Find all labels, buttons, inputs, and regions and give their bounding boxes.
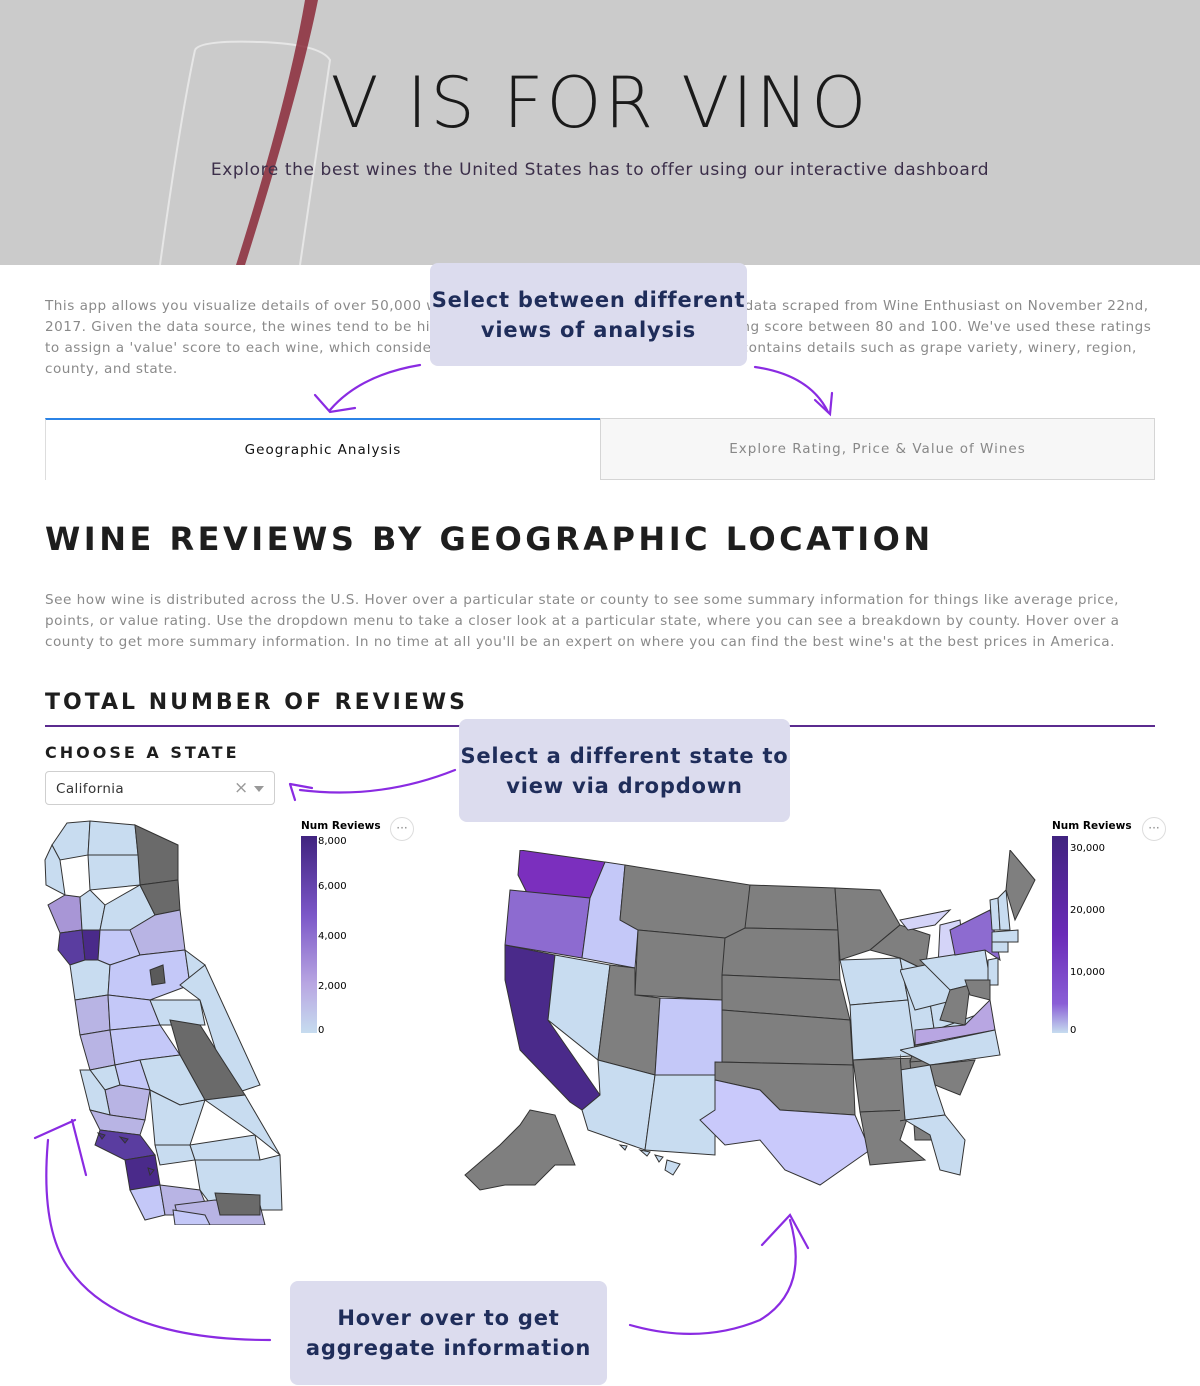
island [96,1132,106,1140]
us-legend-colorbar [1052,836,1068,1033]
us-state-map-east[interactable] [900,850,1130,1190]
section-title: WINE REVIEWS BY GEOGRAPHIC LOCATION [45,520,934,558]
ellipsis-icon[interactable]: ··· [1142,817,1166,841]
state-wi [868,924,931,971]
state-selector-label: CHOOSE A STATE [45,743,240,762]
county-region [81,929,101,961]
county-region [44,843,66,896]
state-nc [900,1029,1001,1066]
county-region [47,894,83,934]
callout-tabs: Select between different views of analys… [430,263,747,366]
callout-hover: Hover over to get aggregate information [290,1281,607,1385]
state-tx [699,1079,871,1186]
app-title: V IS FOR VINO [330,62,870,144]
state-ks [721,1009,854,1066]
county-region [149,964,166,986]
map-section-title: TOTAL NUMBER OF REVIEWS [45,690,468,715]
wine-glass-illustration [159,0,332,265]
county-region [149,999,206,1026]
state-legend-tick: 8,000 [318,836,347,847]
county-region [149,1089,206,1146]
state-sd [721,927,841,981]
arrow-to-dropdown [298,768,457,794]
county-region [214,1192,261,1216]
state-nm [644,1074,716,1156]
state-dropdown-value: California [56,781,125,797]
california-county-map[interactable] [30,815,290,1225]
county-region [129,1184,166,1221]
state-legend-colorbar [301,836,317,1033]
county-region [57,929,86,966]
state-al [900,1054,906,1122]
state-wy [634,929,726,1001]
callout-dropdown: Select a different state to view via dro… [459,719,790,822]
alaska-hawaii-map[interactable] [460,1105,600,1215]
state-md [964,979,991,1001]
chevron-down-icon[interactable] [254,786,264,792]
arrow-head [288,782,314,802]
county-region [69,959,111,1001]
state-legend-tick: 6,000 [318,881,347,892]
ellipsis-icon[interactable]: ··· [390,817,414,841]
state-mt [619,864,751,941]
state-nd [744,884,839,931]
state-ny [949,909,1001,962]
county-region [189,1134,261,1161]
state-legend-tick: 0 [318,1025,325,1036]
us-legend-tick: 20,000 [1070,905,1105,916]
state-ia [839,957,909,1006]
county-region [124,1154,161,1191]
state-dropdown[interactable]: California × [45,771,275,805]
hawaii-map[interactable] [615,1140,685,1180]
county-region [87,854,141,891]
state-nh [997,888,1011,931]
county-region [74,994,111,1036]
hero-banner: V IS FOR VINO Explore the best wines the… [0,0,1200,265]
arrow-head [313,393,357,414]
state-co [654,997,723,1076]
county-region [79,1069,111,1116]
arrow-head [760,1213,810,1250]
us-legend-tick: 10,000 [1070,967,1105,978]
section-description: See how wine is distributed across the U… [45,592,1120,650]
arrow-head [813,391,834,417]
state-legend-tick: 2,000 [318,981,347,992]
county-region [79,1029,116,1071]
state-mi-up [899,909,952,931]
us-legend-tick: 30,000 [1070,843,1105,854]
county-region [89,1109,146,1136]
county-region [129,909,186,956]
us-legend-title: Num Reviews [1052,820,1132,832]
county-region [154,1144,196,1166]
county-region [134,824,179,886]
tab-geographic-analysis[interactable]: Geographic Analysis [45,418,600,480]
state-me [1005,850,1036,922]
state-ct [991,941,1009,953]
arrow-to-us-map [628,1218,797,1335]
county-region [87,820,139,856]
tab-explore-rating-price-value[interactable]: Explore Rating, Price & Value of Wines [600,418,1155,480]
close-icon[interactable]: × [234,778,249,798]
state-legend-tick: 4,000 [318,931,347,942]
state-legend-title: Num Reviews [301,820,381,832]
state-ma [991,929,1019,943]
app-subtitle: Explore the best wines the United States… [210,160,990,180]
state-ak [464,1109,576,1191]
state-nj [987,957,999,986]
us-legend-tick: 0 [1070,1025,1077,1036]
county-region [51,820,91,861]
state-fl [903,1114,966,1176]
